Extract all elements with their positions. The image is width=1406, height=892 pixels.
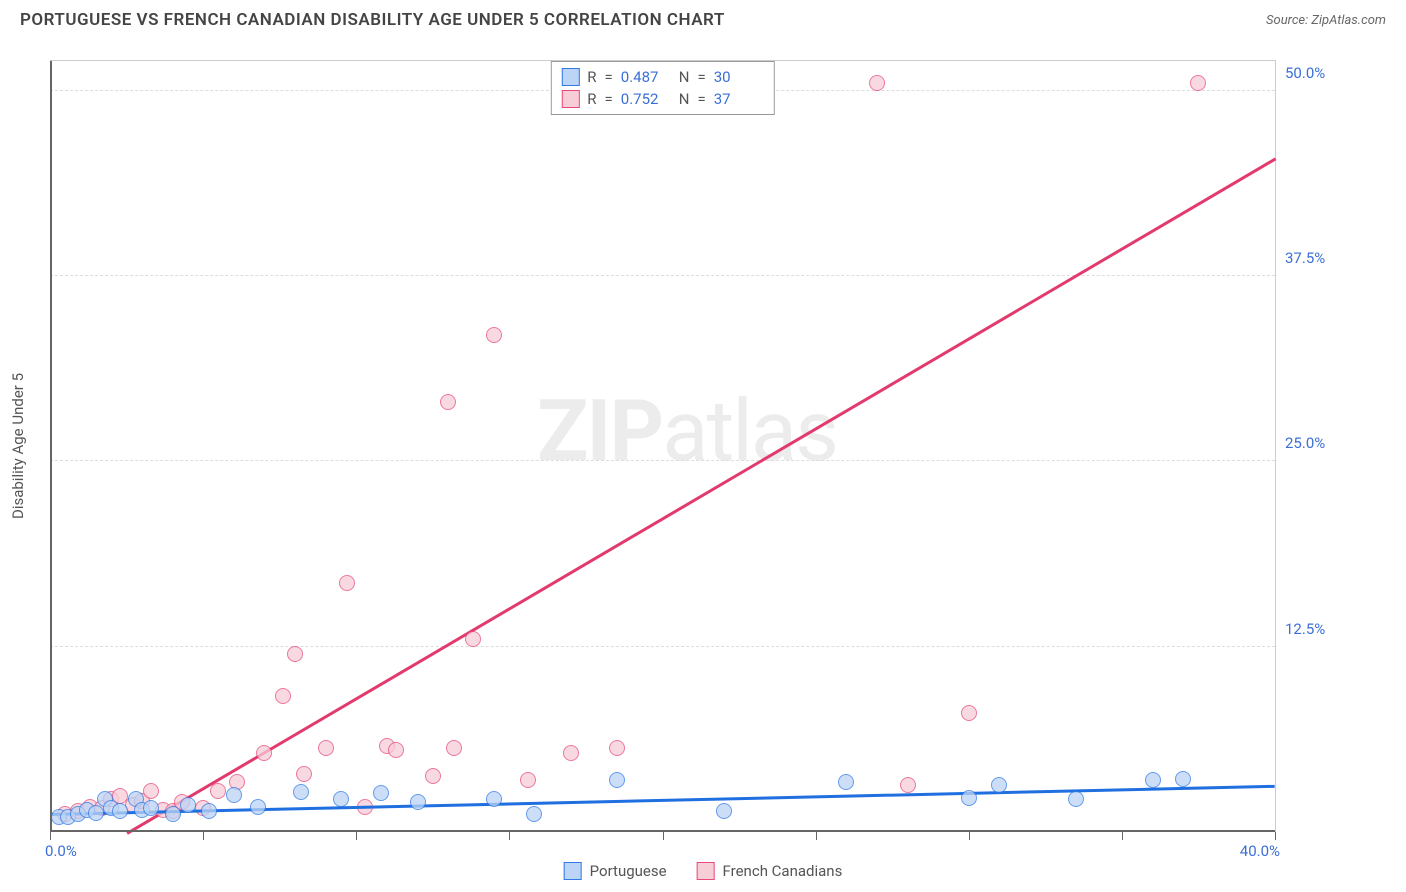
french-point bbox=[900, 777, 916, 793]
y-tick-label: 12.5% bbox=[1285, 620, 1355, 638]
portuguese-point bbox=[716, 803, 732, 819]
source-attribution: Source: ZipAtlas.com bbox=[1266, 13, 1386, 28]
y-tick-label: 25.0% bbox=[1285, 434, 1355, 452]
chart-title: PORTUGUESE VS FRENCH CANADIAN DISABILITY… bbox=[20, 10, 725, 30]
stat-n-value: 30 bbox=[714, 68, 764, 86]
portuguese-point bbox=[486, 791, 502, 807]
portuguese-point bbox=[333, 791, 349, 807]
portuguese-point bbox=[112, 803, 128, 819]
french-point bbox=[961, 705, 977, 721]
legend-swatch bbox=[561, 90, 579, 108]
portuguese-point bbox=[838, 774, 854, 790]
portuguese-point bbox=[165, 806, 181, 822]
x-tick bbox=[969, 832, 970, 840]
legend-swatch bbox=[561, 68, 579, 86]
stats-row-french: R=0.752N=37 bbox=[561, 88, 763, 110]
french-point bbox=[275, 688, 291, 704]
portuguese-point bbox=[88, 805, 104, 821]
grid-line bbox=[50, 646, 1275, 647]
legend-item-portuguese: Portuguese bbox=[564, 862, 667, 880]
x-tick bbox=[663, 832, 664, 840]
y-tick-label: 37.5% bbox=[1285, 249, 1355, 267]
portuguese-point bbox=[373, 785, 389, 801]
y-axis-title: Disability Age Under 5 bbox=[9, 373, 27, 519]
french-point bbox=[210, 783, 226, 799]
french-point bbox=[296, 766, 312, 782]
stat-n-label: N bbox=[679, 68, 690, 86]
portuguese-point bbox=[1145, 772, 1161, 788]
series-legend: Portuguese French Canadians bbox=[564, 862, 843, 880]
portuguese-point bbox=[1175, 771, 1191, 787]
legend-item-french: French Canadians bbox=[697, 862, 843, 880]
french-point bbox=[440, 394, 456, 410]
stat-r-value: 0.752 bbox=[621, 90, 671, 108]
french-point bbox=[287, 646, 303, 662]
x-tick bbox=[203, 832, 204, 840]
french-point bbox=[318, 740, 334, 756]
stat-r-value: 0.487 bbox=[621, 68, 671, 86]
legend-label: French Canadians bbox=[723, 862, 843, 880]
portuguese-point bbox=[226, 787, 242, 803]
french-point bbox=[520, 772, 536, 788]
french-point bbox=[465, 631, 481, 647]
stats-row-portuguese: R=0.487N=30 bbox=[561, 66, 763, 88]
stats-legend: R=0.487N=30R=0.752N=37 bbox=[550, 61, 774, 115]
x-tick bbox=[50, 832, 51, 840]
french-point bbox=[143, 783, 159, 799]
x-tick bbox=[356, 832, 357, 840]
french-point bbox=[563, 745, 579, 761]
grid-line bbox=[50, 460, 1275, 461]
legend-swatch bbox=[564, 862, 582, 880]
french-trend-line bbox=[126, 158, 1276, 835]
french-point bbox=[339, 575, 355, 591]
x-tick bbox=[509, 832, 510, 840]
portuguese-point bbox=[961, 790, 977, 806]
watermark: ZIPatlas bbox=[537, 381, 837, 481]
grid-line bbox=[50, 275, 1275, 276]
x-axis-max-label: 40.0% bbox=[1240, 842, 1280, 860]
stat-r-label: R bbox=[587, 90, 596, 108]
portuguese-point bbox=[143, 800, 159, 816]
portuguese-point bbox=[410, 794, 426, 810]
portuguese-point bbox=[609, 772, 625, 788]
french-point bbox=[256, 745, 272, 761]
french-point bbox=[869, 75, 885, 91]
french-point bbox=[425, 768, 441, 784]
french-point bbox=[609, 740, 625, 756]
portuguese-point bbox=[180, 797, 196, 813]
french-point bbox=[446, 740, 462, 756]
chart-plot-area: ZIPatlas 0.0% 40.0% R=0.487N=30R=0.752N=… bbox=[50, 60, 1276, 832]
portuguese-point bbox=[991, 777, 1007, 793]
stat-n-label: N bbox=[679, 90, 690, 108]
portuguese-point bbox=[1068, 791, 1084, 807]
french-point bbox=[1190, 75, 1206, 91]
legend-swatch bbox=[697, 862, 715, 880]
x-tick bbox=[1122, 832, 1123, 840]
y-axis-line bbox=[50, 61, 52, 832]
portuguese-point bbox=[526, 806, 542, 822]
x-tick bbox=[1275, 832, 1276, 840]
portuguese-point bbox=[293, 784, 309, 800]
stat-n-value: 37 bbox=[714, 90, 764, 108]
portuguese-point bbox=[201, 803, 217, 819]
y-tick-label: 50.0% bbox=[1285, 64, 1355, 82]
french-point bbox=[486, 327, 502, 343]
french-point bbox=[388, 742, 404, 758]
stat-r-label: R bbox=[587, 68, 596, 86]
x-axis-min-label: 0.0% bbox=[45, 842, 77, 860]
x-tick bbox=[816, 832, 817, 840]
legend-label: Portuguese bbox=[590, 862, 667, 880]
portuguese-point bbox=[250, 799, 266, 815]
